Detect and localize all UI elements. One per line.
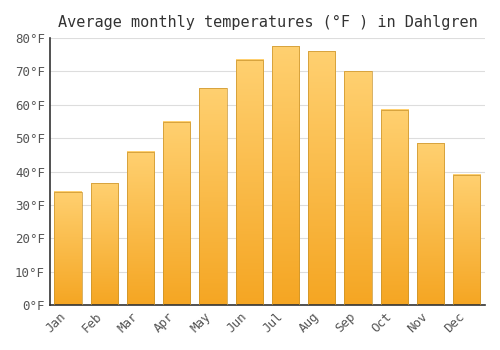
Bar: [454, 175, 480, 305]
Bar: [380, 110, 408, 305]
Bar: [417, 143, 444, 305]
Title: Average monthly temperatures (°F ) in Dahlgren: Average monthly temperatures (°F ) in Da…: [58, 15, 478, 30]
Bar: [127, 152, 154, 305]
Bar: [200, 88, 226, 305]
Bar: [236, 60, 263, 305]
Bar: [54, 191, 82, 305]
Bar: [308, 51, 336, 305]
Bar: [163, 121, 190, 305]
Bar: [90, 183, 118, 305]
Bar: [272, 47, 299, 305]
Bar: [344, 71, 372, 305]
